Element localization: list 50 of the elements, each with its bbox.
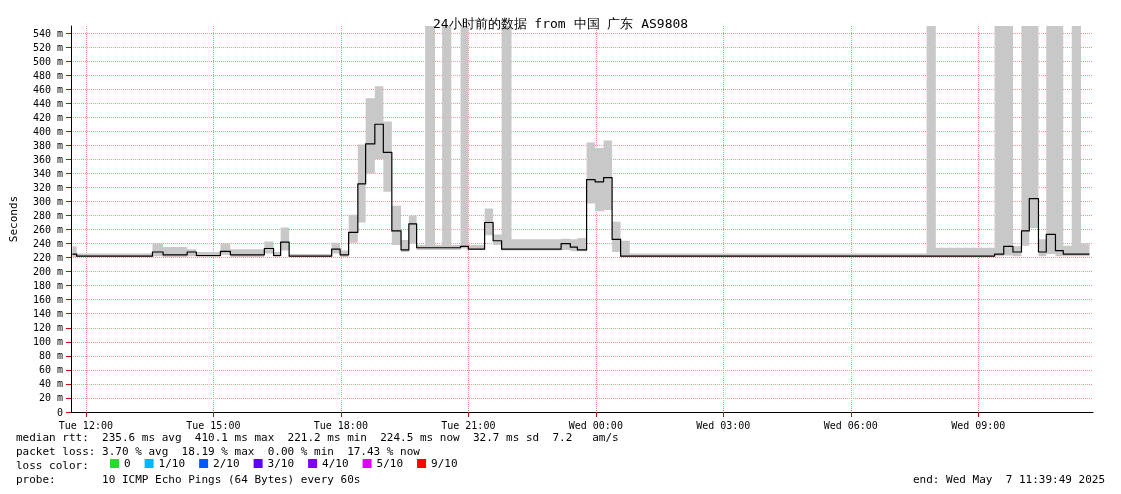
y-tick-label: 480 m — [32, 69, 63, 81]
y-tick-label: 80 m — [38, 350, 63, 362]
text: median rtt: 235.6 ms avg 410.1 ms max 221.2 ms min 224.5 ms now 32.7 ms sd 7.2 am/s — [16, 431, 619, 444]
x-tick-label: Wed 09:00 — [951, 419, 1006, 431]
y-tick-label: 0 — [56, 406, 63, 418]
legend-label: 0 — [124, 457, 131, 470]
legend-label: 2/10 — [213, 457, 240, 470]
y-tick-label: 160 m — [32, 294, 63, 306]
y-tick-label: 380 m — [32, 139, 63, 151]
y-tick-label: 340 m — [32, 167, 63, 179]
x-tick-label: Tue 21:00 — [441, 419, 496, 431]
legend-label: 3/10 — [267, 457, 295, 470]
y-tick-label: 400 m — [32, 125, 63, 137]
y-tick-label: 300 m — [32, 195, 63, 207]
y-tick-label: 320 m — [32, 181, 63, 193]
x-tick-label: Wed 00:00 — [568, 419, 623, 431]
y-tick-label: 100 m — [32, 336, 63, 348]
x-tick-label: Tue 12:00 — [58, 419, 113, 431]
y-tick-label: 200 m — [32, 266, 63, 278]
y-tick-label: 280 m — [32, 209, 63, 221]
legend-label: 9/10 — [431, 457, 458, 470]
y-tick-label: 520 m — [32, 41, 63, 53]
y-tick-label: 540 m — [32, 27, 63, 39]
text: probe: 10 ICMP Echo Pings (64 Bytes) every 60s — [16, 473, 361, 486]
y-tick-label: 240 m — [32, 238, 63, 250]
chart-title: 24小时前的数据 from 中国 广东 AS9808 — [432, 16, 689, 31]
y-tick-label: 420 m — [32, 111, 63, 123]
y-tick-label: 180 m — [32, 280, 63, 292]
legend-label: 4/10 — [322, 457, 349, 470]
y-tick-label: 20 m — [38, 392, 63, 404]
legend-label: 1/10 — [158, 457, 186, 470]
x-tick-label: Tue 18:00 — [313, 419, 368, 431]
y-tick-label: 500 m — [32, 55, 63, 67]
y-axis-title: Seconds — [7, 195, 20, 243]
legend-label: 5/10 — [376, 457, 404, 470]
y-tick-label: 220 m — [32, 252, 63, 264]
x-tick-label: Wed 03:00 — [696, 419, 751, 431]
text: loss color: — [16, 459, 89, 472]
y-tick-label: 40 m — [38, 378, 63, 390]
x-tick-label: Tue 15:00 — [186, 419, 241, 431]
x-tick-label: Wed 06:00 — [823, 419, 878, 431]
y-tick-label: 60 m — [38, 364, 63, 376]
y-tick-label: 120 m — [32, 322, 63, 334]
text: packet loss: 3.70 % avg 18.19 % max 0.00 % min 17.43 % now — [16, 445, 421, 458]
text: end: Wed May 7 11:39:49 2025 — [912, 473, 1106, 486]
y-tick-label: 460 m — [32, 83, 63, 95]
y-tick-label: 260 m — [32, 224, 63, 236]
y-tick-label: 440 m — [32, 97, 63, 109]
y-tick-label: 140 m — [32, 308, 63, 320]
y-tick-label: 360 m — [32, 153, 63, 165]
